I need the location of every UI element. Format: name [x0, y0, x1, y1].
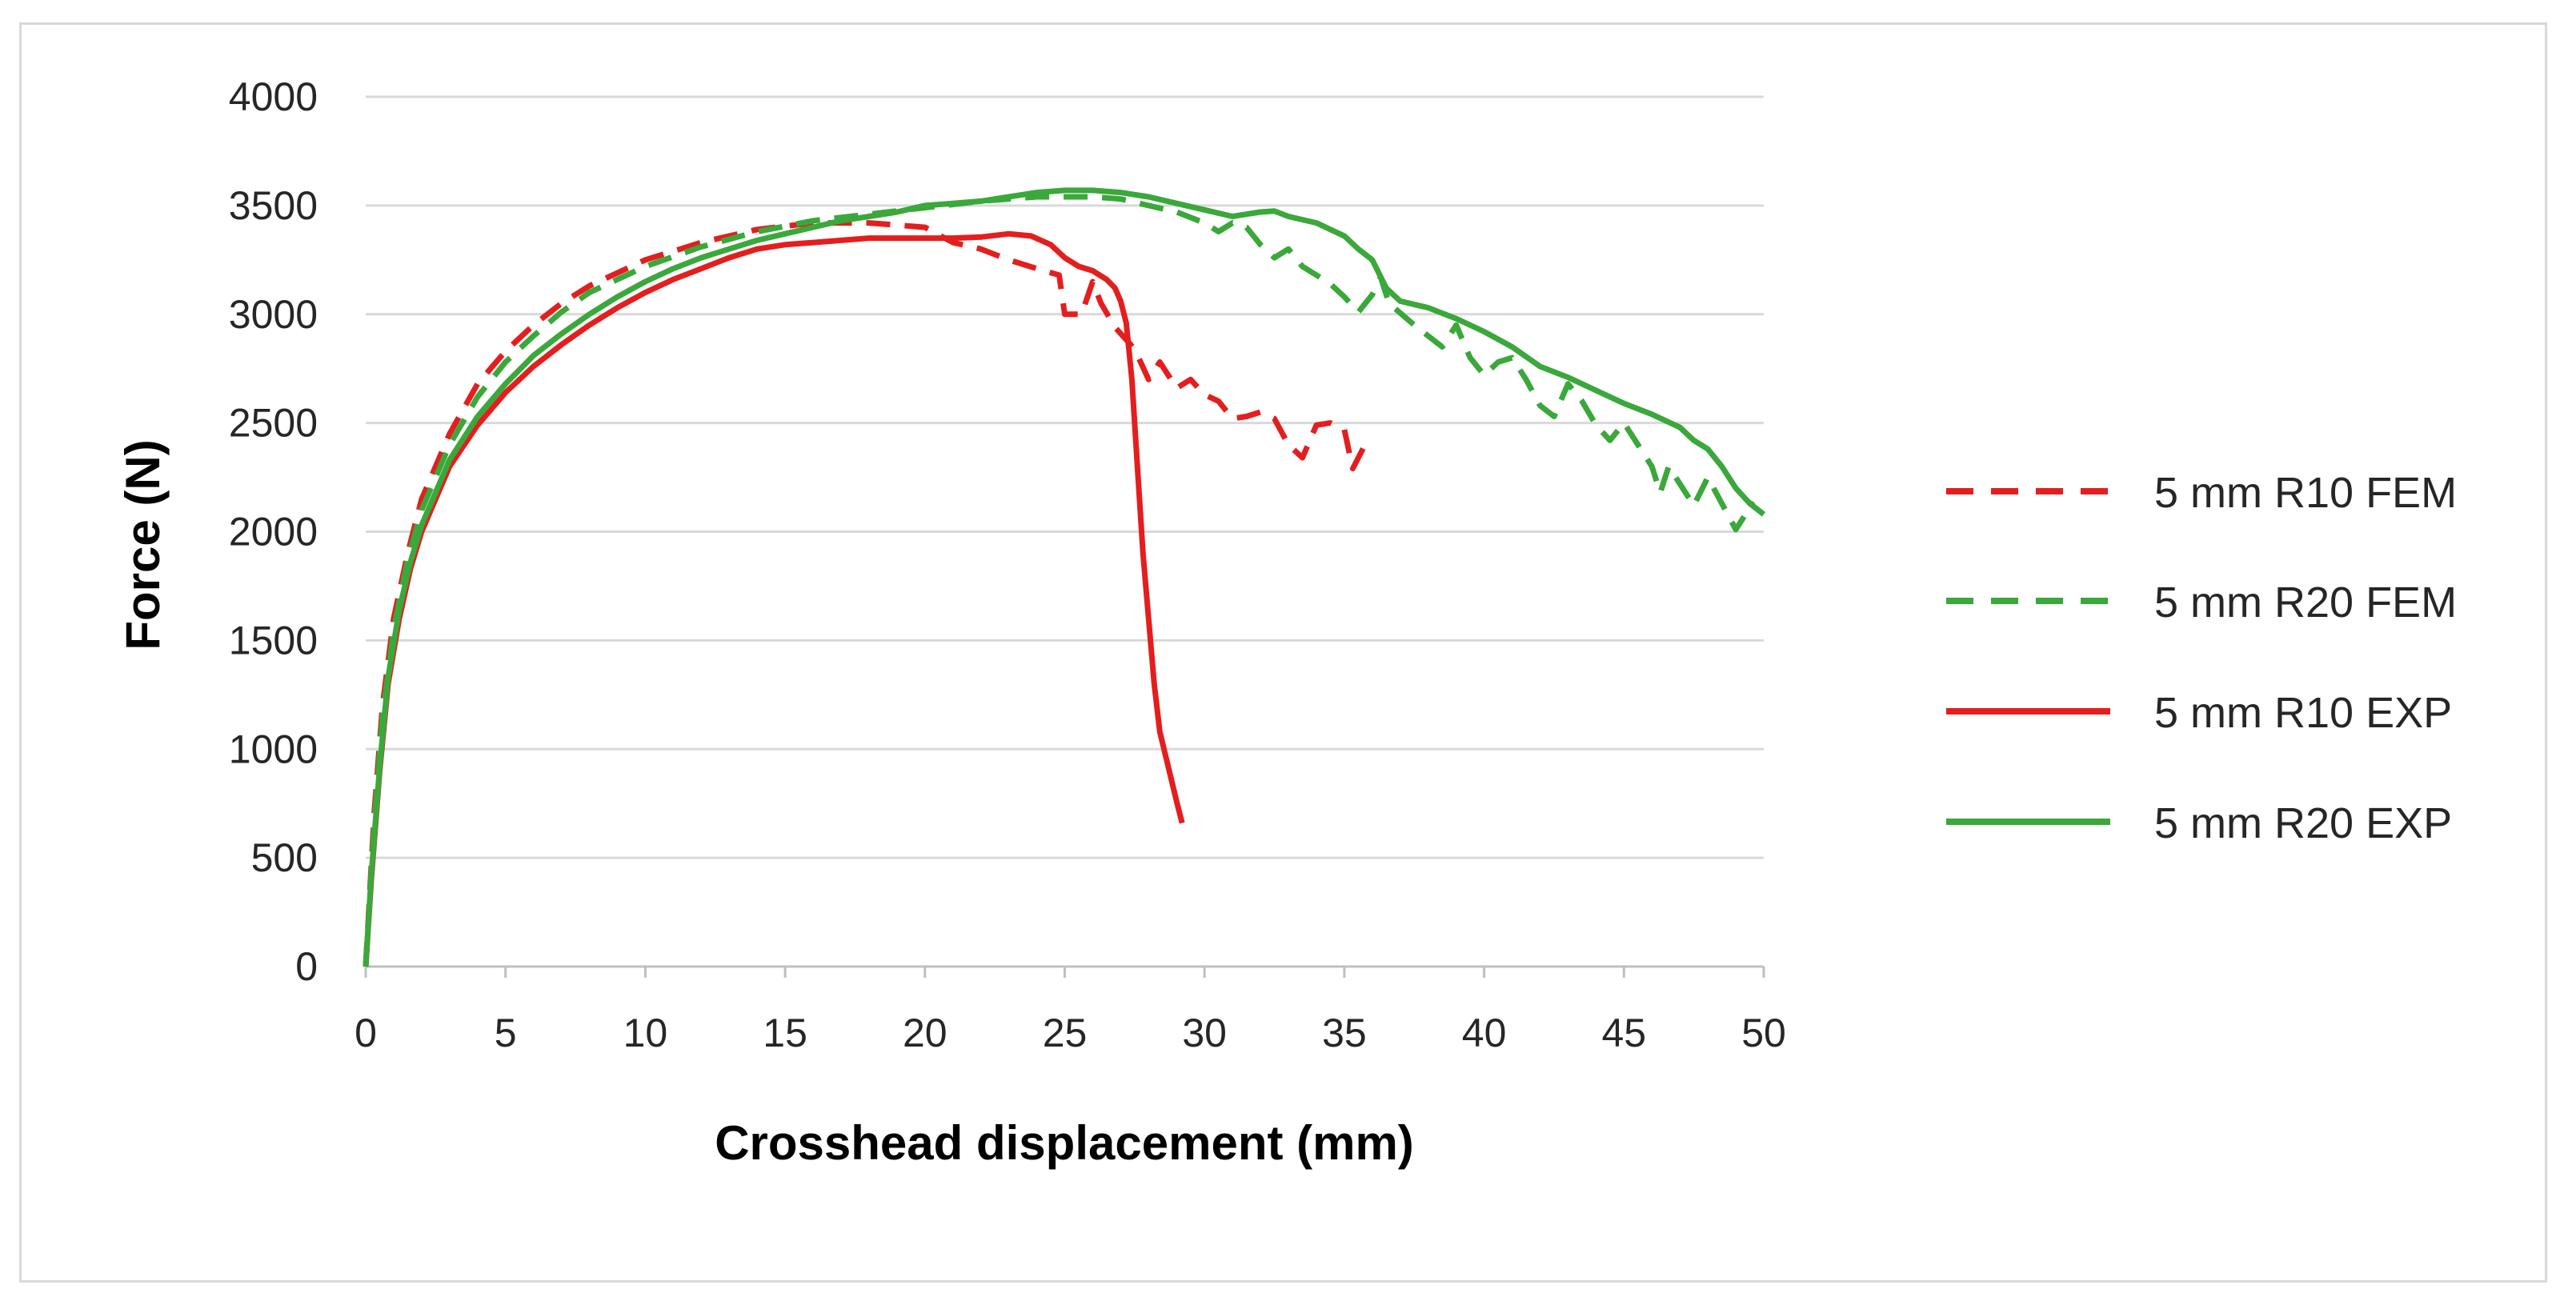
legend: 5 mm R10 FEM 5 mm R20 FEM 5 mm R10 EXP 5 mm…: [1946, 469, 2457, 847]
series-line-4: [363, 187, 1766, 967]
x-tick-label: 35: [1322, 1011, 1367, 1055]
x-tick-label: 25: [1043, 1011, 1088, 1055]
y-tick-label: 3500: [229, 183, 318, 228]
series-line-1: [363, 220, 1367, 967]
x-tick-label: 40: [1462, 1011, 1507, 1055]
force-displacement-chart: 0 500 1000 1500 2000 2500 3000 3500 4000 0 5 10 15 20…: [116, 74, 2457, 1170]
chart-frame: 0 500 1000 1500 2000 2500 3000 3500 4000 0 5 10 15 20…: [19, 22, 2547, 1283]
y-tick-label: 2500: [229, 401, 318, 446]
y-tick-label: 0: [295, 944, 318, 989]
x-tick-label: 50: [1741, 1011, 1786, 1055]
x-tick-label: 20: [903, 1011, 947, 1055]
x-tick-label: 15: [763, 1011, 807, 1055]
y-tick-label: 1500: [229, 618, 318, 663]
x-tick-label: 45: [1601, 1011, 1646, 1055]
x-tick-label: 10: [623, 1011, 668, 1055]
legend-label-1: 5 mm R10 FEM: [2154, 469, 2457, 517]
gridlines: [366, 95, 1764, 859]
axes: [364, 965, 1765, 978]
x-axis-title: Crosshead displacement (mm): [715, 1116, 1414, 1170]
x-tick-label: 5: [495, 1011, 517, 1055]
series-lines: [363, 187, 1766, 967]
series-line-2: [363, 194, 1756, 967]
legend-label-2: 5 mm R20 FEM: [2154, 578, 2457, 626]
y-tick-label: 500: [251, 835, 318, 880]
series-line-3: [363, 230, 1185, 967]
y-tick-label: 4000: [229, 74, 318, 119]
y-tick-label: 3000: [229, 292, 318, 337]
tick-labels: 0 500 1000 1500 2000 2500 3000 3500 4000 0 5 10 15 20…: [229, 74, 1786, 1055]
legend-label-4: 5 mm R20 EXP: [2154, 799, 2452, 847]
y-tick-label: 2000: [229, 510, 318, 554]
legend-label-3: 5 mm R10 EXP: [2154, 689, 2452, 737]
x-tick-label: 30: [1182, 1011, 1227, 1055]
y-axis-title: Force (N): [116, 439, 170, 650]
x-tick-label: 0: [355, 1011, 377, 1055]
y-tick-label: 1000: [229, 727, 318, 771]
